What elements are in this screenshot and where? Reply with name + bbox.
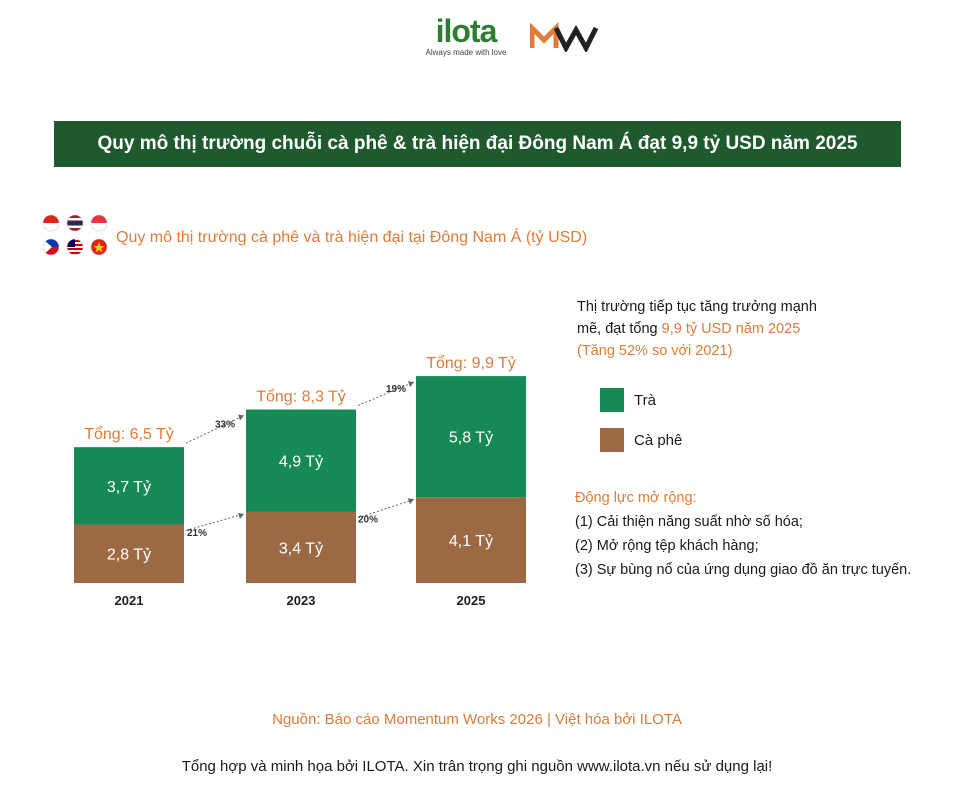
growth-arrowhead-total-0 bbox=[238, 414, 244, 421]
description-highlight: 9,9 tỷ USD năm 2025 bbox=[661, 321, 801, 337]
logo-area: ilota Always made with love bbox=[0, 14, 954, 64]
data-label-coffee-2021: 2,8 Tỷ bbox=[107, 547, 151, 564]
market-description: Thị trường tiếp tục tăng trưởng mạnh mẽ,… bbox=[577, 296, 917, 362]
total-label-2021: Tổng: 6,5 Tỷ bbox=[84, 425, 174, 443]
legend-label-coffee: Cà phê bbox=[634, 431, 683, 449]
description-line-3: (Tăng 52% so với 2021) bbox=[577, 343, 733, 359]
tick-label-2021: 2021 bbox=[115, 593, 144, 608]
footer-credit: Tổng hợp và minh họa bởi ILOTA. Xin trân… bbox=[181, 758, 773, 775]
ilota-tagline: Always made with love bbox=[425, 48, 507, 57]
legend-item-tea: Trà bbox=[600, 388, 656, 412]
legend-label-tea: Trà bbox=[634, 391, 656, 409]
indonesia-flag-icon bbox=[43, 215, 59, 231]
ilota-logo: ilota Always made with love bbox=[421, 14, 511, 58]
description-line-1: Thị trường tiếp tục tăng trưởng mạnh bbox=[577, 299, 817, 315]
driver-item-1: (1) Cải thiện năng suất nhờ số hóa; bbox=[575, 514, 803, 530]
legend-swatch-coffee bbox=[600, 428, 624, 452]
momentum-works-logo bbox=[530, 22, 599, 52]
driver-item-2: (2) Mở rộng tệp khách hàng; bbox=[575, 538, 759, 554]
description-line-2: mẽ, đạt tổng 9,9 tỷ USD năm 2025 bbox=[577, 318, 917, 340]
growth-label-total-1: 19% bbox=[386, 384, 406, 395]
data-label-coffee-2025: 4,1 Tỷ bbox=[449, 533, 493, 550]
malaysia-flag-icon bbox=[67, 239, 83, 255]
philippines-flag-icon bbox=[43, 239, 59, 255]
data-label-tea-2023: 4,9 Tỷ bbox=[279, 454, 323, 471]
page-title: Quy mô thị trường chuỗi cà phê & trà hiệ… bbox=[54, 121, 901, 167]
growth-arrow-total-0 bbox=[185, 415, 245, 444]
bar-tea-2025 bbox=[416, 376, 526, 498]
legend-swatch-tea bbox=[600, 388, 624, 412]
driver-item-3: (3) Sự bùng nổ của ứng dụng giao đồ ăn t… bbox=[575, 562, 912, 578]
total-label-2025: Tổng: 9,9 Tỷ bbox=[426, 354, 516, 372]
thailand-flag-icon bbox=[67, 215, 83, 231]
data-label-tea-2021: 3,7 Tỷ bbox=[107, 479, 151, 496]
stacked-bar-chart: 2,8 Tỷ 3,7 Tỷ Tổng: 6,5 Tỷ 2021 3,4 Tỷ 4,9 Tỷ… bbox=[74, 354, 526, 608]
data-label-tea-2025: 5,8 Tỷ bbox=[449, 430, 493, 447]
bar-coffee-2025 bbox=[416, 497, 526, 583]
vietnam-flag-icon bbox=[91, 239, 107, 255]
bar-coffee-2023 bbox=[246, 511, 356, 583]
growth-arrowhead-coffee-0 bbox=[238, 512, 244, 519]
growth-drivers: Động lực mở rộng: (1) Cải thiện năng suấ… bbox=[575, 486, 950, 582]
growth-label-total-0: 33% bbox=[215, 419, 235, 430]
growth-label-coffee-1: 20% bbox=[358, 515, 378, 526]
bar-tea-2023 bbox=[246, 409, 356, 512]
total-label-2023: Tổng: 8,3 Tỷ bbox=[256, 388, 346, 406]
description-line-2-prefix: mẽ, đạt tổng bbox=[577, 321, 662, 337]
growth-arrow-coffee-1 bbox=[357, 498, 415, 519]
tick-label-2023: 2023 bbox=[287, 593, 316, 608]
growth-arrowhead-coffee-1 bbox=[408, 498, 414, 505]
drivers-heading: Động lực mở rộng: bbox=[575, 490, 697, 506]
data-label-coffee-2023: 3,4 Tỷ bbox=[279, 540, 323, 557]
singapore-flag-icon bbox=[91, 215, 107, 231]
chart-subtitle: Quy mô thị trường cà phê và trà hiện đại… bbox=[116, 229, 588, 246]
bar-coffee-2021 bbox=[74, 524, 184, 583]
source-note: Nguồn: Báo cáo Momentum Works 2026 | Việ… bbox=[272, 711, 682, 728]
ilota-logo-text: ilota bbox=[435, 13, 498, 49]
legend-item-coffee: Cà phê bbox=[600, 428, 682, 452]
tick-label-2025: 2025 bbox=[457, 593, 486, 608]
flags-group bbox=[42, 214, 108, 256]
bar-tea-2021 bbox=[74, 447, 184, 525]
growth-label-coffee-0: 21% bbox=[187, 528, 207, 539]
growth-arrowhead-total-1 bbox=[408, 381, 414, 388]
